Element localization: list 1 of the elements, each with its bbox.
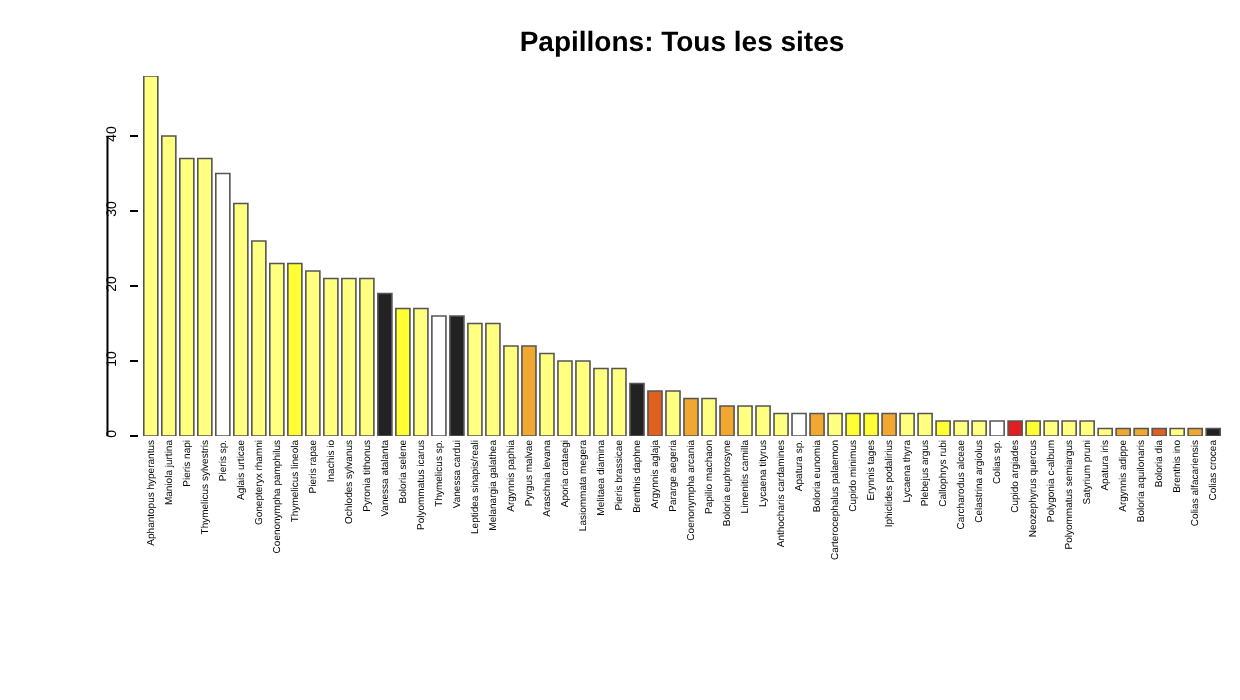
chart-title: Papillons: Tous les sites	[519, 25, 845, 58]
